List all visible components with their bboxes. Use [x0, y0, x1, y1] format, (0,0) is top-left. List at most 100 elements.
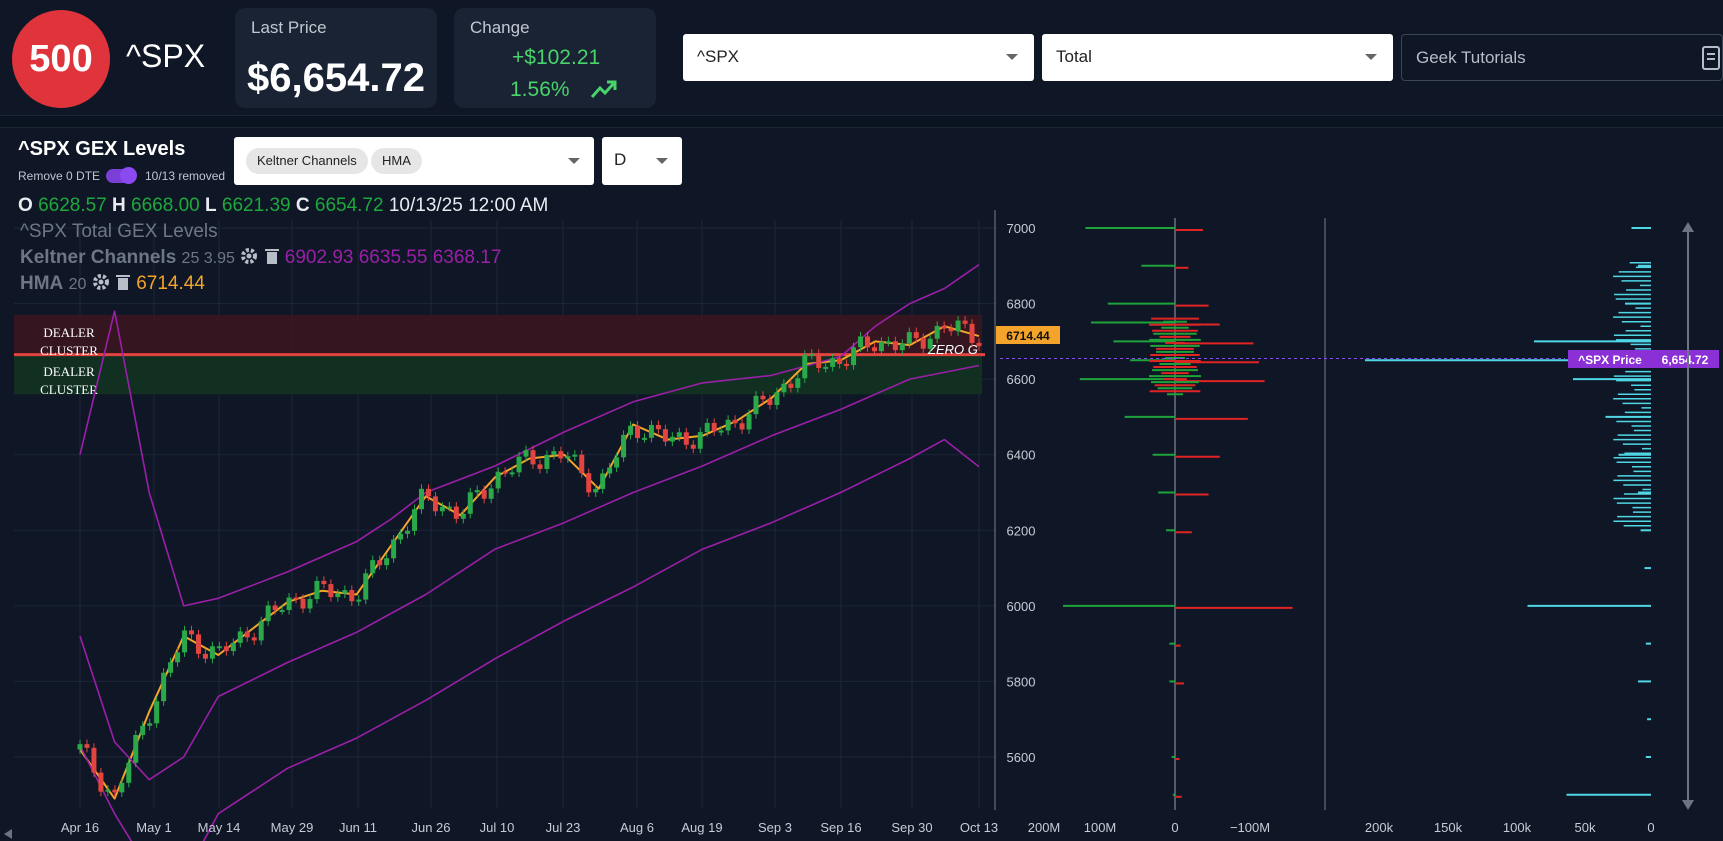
symbol-select[interactable]: ^SPX [683, 34, 1034, 81]
candle-body [676, 432, 682, 437]
ticker-symbol: ^SPX [126, 38, 206, 74]
remove-0dte-label: Remove 0 DTE [18, 169, 101, 183]
gex-type-select[interactable]: Total [1042, 34, 1393, 81]
candle-body [258, 621, 264, 641]
candle-body [175, 652, 181, 663]
candle-body [781, 383, 787, 393]
candle-body [384, 558, 390, 566]
candle-body [565, 456, 571, 459]
ohlc-readout: O 6628.57 H 6668.00 L 6621.39 C 6654.72 … [18, 195, 548, 217]
hma-tag-bg [996, 326, 1060, 344]
logo-badge: 500 [12, 10, 110, 108]
candle-body [934, 325, 940, 339]
x-tick-label: Oct 13 [960, 820, 998, 835]
candle-body [230, 642, 236, 652]
gex-x-tick-label: 100M [1084, 820, 1117, 835]
y-tick-label: 7000 [1007, 221, 1036, 236]
candle-body [920, 337, 926, 349]
candle-body [272, 605, 278, 611]
gear-icon[interactable] [92, 273, 110, 291]
trash-icon[interactable] [264, 247, 280, 265]
legend-keltner-label: Keltner Channels [20, 247, 177, 268]
chevron-down-icon [568, 158, 580, 164]
candle-body [621, 434, 627, 458]
candle-body [823, 366, 829, 369]
gex-x-tick-label: 0 [1171, 820, 1178, 835]
candle-body [356, 599, 362, 602]
candle-body [370, 560, 376, 574]
gex-type-select-value: Total [1056, 47, 1092, 66]
y-tick-label: 6600 [1007, 372, 1036, 387]
price-tag-value-bg [1652, 350, 1719, 368]
candle-body [335, 593, 341, 598]
candle-body [314, 580, 320, 600]
candle-body [704, 422, 710, 433]
candle-body [579, 454, 585, 474]
candle-body [265, 605, 271, 622]
candle-body [119, 782, 125, 793]
candle-body [523, 450, 529, 457]
candle-body [593, 488, 599, 493]
candle-body [460, 513, 466, 519]
last-price-card: Last Price $6,654.72 [235, 8, 437, 108]
candle-body [237, 631, 243, 643]
candle-body [878, 341, 884, 352]
candle-body [154, 701, 160, 724]
candle-body [328, 584, 334, 598]
x-tick-label: Jun 11 [339, 820, 377, 835]
symbol-select-value: ^SPX [697, 47, 739, 66]
candle-body [607, 467, 613, 474]
scroll-up-icon [1682, 222, 1694, 232]
volume-x-tick-label: 100k [1503, 820, 1532, 835]
ohlc-l-label: L [205, 195, 217, 216]
remove-0dte-toggle[interactable] [106, 167, 137, 184]
ohlc-low: 6621.39 [221, 195, 291, 216]
candle-body [363, 573, 369, 600]
candle-body [509, 472, 515, 475]
x-tick-label: Jul 10 [480, 820, 515, 835]
candle-body [718, 430, 724, 433]
legend-hma-row: HMA 20 6714.44 [20, 273, 205, 295]
timeframe-select[interactable]: D [602, 137, 682, 185]
candle-body [195, 634, 201, 654]
candle-body [858, 336, 864, 348]
list-icon[interactable] [1702, 46, 1720, 70]
y-tick-label: 6000 [1007, 599, 1036, 614]
candle-body [725, 419, 731, 431]
candle-body [377, 560, 383, 566]
ohlc-high: 6668.00 [131, 195, 200, 216]
candle-body [683, 432, 689, 445]
indicator-chip-keltner[interactable]: Keltner Channels [246, 148, 368, 174]
candle-body [969, 323, 975, 343]
candle-body [906, 332, 912, 344]
gex-x-tick-label: −100M [1230, 820, 1270, 835]
candle-body [614, 457, 620, 468]
x-tick-label: Sep 16 [820, 820, 861, 835]
legend-keltner-params: 25 3.95 [181, 250, 235, 267]
candle-body [467, 492, 473, 514]
candle-body [711, 422, 717, 432]
candle-body [405, 530, 411, 534]
candle-body [216, 646, 222, 649]
trash-icon[interactable] [115, 273, 131, 291]
price-tag-label: ^SPX Price [1578, 353, 1642, 367]
candle-body [537, 464, 543, 469]
candle-body [453, 506, 459, 519]
candle-body [91, 747, 97, 773]
candle-body [641, 437, 647, 440]
tutorials-input[interactable]: Geek Tutorials [1401, 34, 1723, 81]
indicator-chip-hma[interactable]: HMA [371, 148, 422, 174]
indicator-select[interactable]: Keltner Channels HMA [234, 137, 594, 185]
y-tick-label: 5800 [1007, 674, 1036, 689]
x-tick-label: May 1 [136, 820, 171, 835]
candle-body [551, 451, 557, 455]
dealer-cluster-upper-label-2: CLUSTER [40, 343, 98, 358]
candle-body [809, 353, 815, 356]
gear-icon[interactable] [240, 247, 258, 265]
x-tick-label: Aug 6 [620, 820, 654, 835]
legend-keltner-row: Keltner Channels 25 3.95 6902.93 6635.55… [20, 247, 501, 269]
candle-body [739, 423, 745, 430]
scroll-left-icon [4, 829, 12, 839]
toggle-knob [120, 167, 137, 184]
